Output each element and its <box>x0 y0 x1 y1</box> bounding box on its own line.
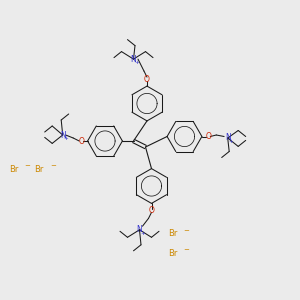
Text: O: O <box>205 132 211 141</box>
Text: N: N <box>136 225 142 234</box>
Text: −: − <box>25 164 31 169</box>
Text: O: O <box>144 75 150 84</box>
Text: N: N <box>60 130 66 140</box>
Text: +: + <box>140 231 145 236</box>
Text: Br: Br <box>34 165 44 174</box>
Text: N: N <box>130 55 136 64</box>
Text: −: − <box>50 164 56 169</box>
Text: Br: Br <box>168 230 177 238</box>
Text: Br: Br <box>168 249 177 258</box>
Text: N: N <box>225 134 231 142</box>
Text: +: + <box>135 60 140 65</box>
Text: +: + <box>63 136 68 141</box>
Text: −: − <box>184 248 190 254</box>
Text: O: O <box>148 206 154 215</box>
Text: O: O <box>78 136 84 146</box>
Text: −: − <box>184 228 190 234</box>
Text: +: + <box>228 140 233 144</box>
Text: Br: Br <box>9 165 18 174</box>
